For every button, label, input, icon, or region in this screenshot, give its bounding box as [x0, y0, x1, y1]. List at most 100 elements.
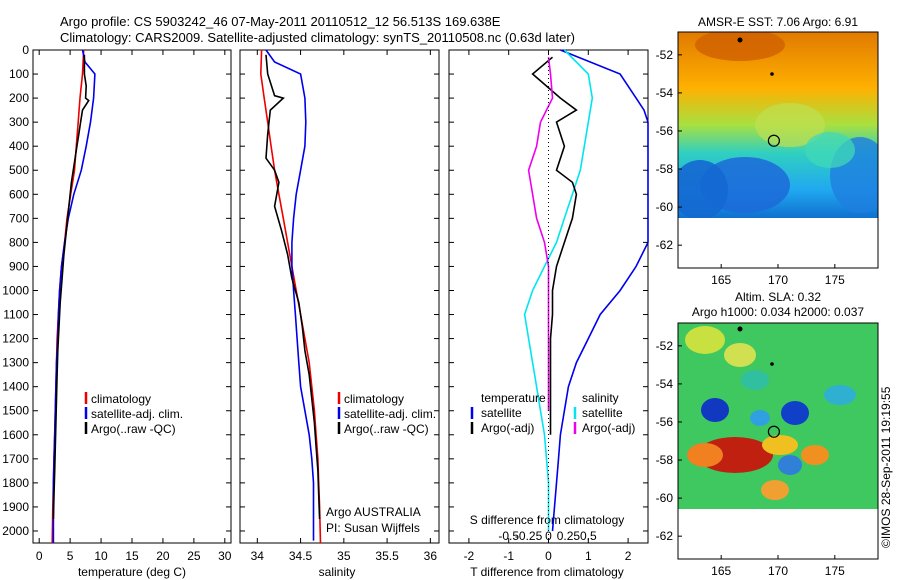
y-tick-label: 1000 [2, 283, 29, 297]
map-x-tick-label: 165 [711, 564, 731, 578]
sst-map-panel: AMSR-E SST: 7.06 Argo: 6.91 165 170 175 -52… [656, 15, 879, 287]
y-tick-label: 0 [22, 43, 29, 57]
temperature-legend: climatology satellite-adj. clim. Argo(..… [84, 392, 183, 436]
difference-ticks: -2 -1 0 1 2 -0.5-0.25 0 0.25 0.5 [449, 49, 648, 563]
temperature-x-label: temperature (deg C) [78, 565, 186, 579]
difference-legend: temperature satellite Argo(-adj) salinit… [470, 391, 635, 435]
y-tick-label: 1500 [2, 404, 29, 418]
salinity-ticks: 34 34.5 35 35.5 36 [240, 49, 439, 563]
y-tick-label: 200 [9, 91, 29, 105]
x2-tick-label: 0.25 [557, 529, 581, 543]
y-tick-label: 2000 [2, 524, 29, 538]
map-x-tick-label: 175 [825, 273, 845, 287]
series-line-climatology [51, 49, 85, 544]
x-tick-label: 36 [424, 549, 438, 563]
map-dot [770, 72, 774, 76]
temperature-axes [32, 49, 232, 544]
x-tick-label: 5 [67, 549, 74, 563]
salinity-series [259, 49, 322, 544]
y-tick-label: 600 [9, 187, 29, 201]
legend-header-salinity: salinity [582, 391, 619, 405]
sla-high-patch [762, 435, 798, 455]
y-tick-label: 1200 [2, 332, 29, 346]
sla-heatmap [678, 323, 878, 509]
y-tick-label: 1100 [3, 308, 29, 322]
sla-map-subtitle: Argo h1000: 0.034 h2000: 0.037 [692, 305, 864, 319]
map-y-tick-label: -62 [656, 529, 674, 543]
x-tick-label: 34.5 [289, 549, 313, 563]
sla-high-patch [801, 445, 829, 465]
x-tick-label: 0 [36, 549, 43, 563]
y-tick-label: 700 [9, 211, 29, 225]
x-tick-label: 2 [625, 549, 632, 563]
map-y-tick-label: -54 [656, 377, 674, 391]
x2-tick-label: -0.5 [498, 529, 519, 543]
difference-panel: T difference from climatology S differen… [448, 49, 649, 579]
legend-label-satellite: satellite-adj. clim. [344, 407, 436, 421]
y-tick-label: 400 [9, 139, 29, 153]
x-tick-label: 15 [125, 549, 139, 563]
y-tick-label: 1800 [2, 476, 29, 490]
y-tick-label: 100 [9, 67, 29, 81]
series-line-satellite-adj-clim- [52, 49, 96, 543]
y-tick-label: 1300 [2, 356, 29, 370]
figure-title-line1: Argo profile: CS 5903242_46 07-May-2011 … [60, 14, 501, 29]
y-tick-label: 900 [9, 259, 29, 273]
salinity-x-label: salinity [319, 565, 356, 579]
argo-position-marker [767, 134, 780, 147]
x-tick-label: 0 [545, 549, 552, 563]
legend-label-argo: Argo(..raw -QC) [91, 422, 176, 436]
sst-map-ticks: 165 170 175 -52 -54 -56 -58 -60 -62 [656, 48, 845, 287]
map-y-tick-label: -52 [656, 48, 674, 62]
sla-low-patch [701, 398, 729, 422]
sla-high-patch [685, 326, 725, 354]
series-line-argo-raw-qc- [265, 54, 321, 520]
imos-credit: ©IMOS 28-Sep-2011 19:19:55 [879, 386, 893, 548]
legend-label-argo: Argo(..raw -QC) [344, 422, 429, 436]
x-tick-label: 34 [251, 549, 265, 563]
sla-map-ticks: 165 170 175 -52 -54 -56 -58 -60 -62 [656, 339, 845, 578]
sst-no-data [678, 218, 878, 268]
salinity-axes [239, 49, 440, 544]
legend-label-climatology: climatology [91, 392, 151, 406]
map-dot [770, 362, 774, 366]
sla-map-panel: Altim. SLA: 0.32 Argo h1000: 0.034 h2000… [656, 290, 879, 578]
y-tick-label: 800 [9, 235, 29, 249]
sla-high-patch [687, 443, 723, 467]
sla-low-patch [750, 410, 770, 426]
y-tick-label: 1400 [2, 380, 29, 394]
sst-cold-patch [678, 160, 728, 218]
series-line-argo-raw-qc- [52, 54, 90, 520]
series-line-temperature-argo-adj- [531, 56, 578, 435]
y-tick-label: 300 [9, 115, 29, 129]
map-y-tick-label: -56 [656, 415, 674, 429]
float-annotation-line1: Argo AUSTRALIA [326, 505, 421, 519]
sst-mid-patch [805, 132, 855, 168]
sla-no-data [678, 509, 878, 559]
legend-header-temperature: temperature [481, 391, 546, 405]
x-tick-label: 30 [218, 549, 232, 563]
y-tick-label: 1900 [2, 500, 29, 514]
temperature-panel: temperature (deg C) 0 5 10 15 20 25 3001002003… [2, 43, 232, 579]
sla-high-patch [724, 343, 756, 367]
map-x-tick-label: 170 [768, 273, 788, 287]
series-line-salinity-satellite [523, 49, 594, 531]
legend-label-salinity-satellite: satellite [582, 406, 623, 420]
sla-map-title: Altim. SLA: 0.32 [735, 290, 821, 304]
y-tick-label: 1700 [2, 452, 29, 466]
map-y-tick-label: -56 [656, 124, 674, 138]
x-tick-label: 35.5 [375, 549, 399, 563]
legend-label-temperature-satellite: satellite [481, 406, 522, 420]
salinity-panel: salinity 34 34.5 35 35.5 36 climatology sate… [239, 49, 440, 579]
map-y-tick-label: -58 [656, 162, 674, 176]
sst-map-title: AMSR-E SST: 7.06 Argo: 6.91 [698, 15, 858, 29]
x-tick-label: 1 [585, 549, 592, 563]
difference-series [523, 49, 649, 543]
map-x-tick-label: 170 [768, 564, 788, 578]
sst-heatmap [678, 32, 878, 218]
temperature-series [51, 49, 96, 544]
figure-title-line2: Climatology: CARS2009. Satellite-adjuste… [60, 30, 575, 45]
sla-low-patch [824, 385, 856, 405]
sla-high-patch [761, 480, 789, 500]
